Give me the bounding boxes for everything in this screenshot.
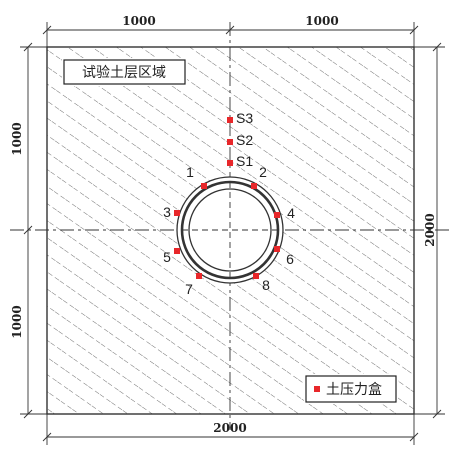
sensor-marker-2 [251, 183, 257, 189]
sensor-label-7: 7 [185, 281, 193, 297]
sensor-label-s3: S3 [236, 110, 253, 126]
sensor-marker-5 [174, 248, 180, 254]
sensor-marker-s2 [227, 139, 233, 145]
sensor-label-s2: S2 [236, 132, 253, 148]
sensor-label-6: 6 [286, 251, 294, 267]
dim-top-right: 1000 [305, 14, 338, 28]
right-dimension [414, 42, 445, 419]
sensor-marker-7 [196, 273, 202, 279]
sensor-label-s1: S1 [236, 153, 253, 169]
sensor-label-1: 1 [186, 164, 194, 180]
sensor-label-8: 8 [262, 277, 270, 293]
dim-bottom: 2000 [213, 421, 246, 435]
dim-top-left: 1000 [122, 14, 155, 28]
region-label: 试验土层区域 [82, 65, 166, 81]
sensor-label-3: 3 [163, 204, 171, 220]
sensor-marker-8 [253, 273, 259, 279]
dim-left-top: 1000 [10, 122, 24, 155]
sensor-marker-s1 [227, 160, 233, 166]
dim-left-bottom: 1000 [10, 305, 24, 338]
sensor-marker-s3 [227, 117, 233, 123]
sensor-marker-3 [174, 210, 180, 216]
legend-label: 土压力盒 [326, 381, 382, 398]
sensor-label-5: 5 [163, 249, 171, 265]
top-dimension [42, 22, 419, 47]
bottom-dimension [42, 414, 419, 445]
sensor-label-2: 2 [259, 164, 267, 180]
sensor-marker-1 [201, 183, 207, 189]
pile-cross-section [176, 176, 284, 284]
soil-region-border [46, 46, 415, 415]
legend-marker [314, 386, 320, 392]
sensor-marker-4 [274, 212, 280, 218]
left-dimension [20, 42, 47, 419]
dim-right: 2000 [423, 213, 437, 246]
sensor-marker-6 [274, 246, 280, 252]
sensor-label-4: 4 [287, 205, 295, 221]
